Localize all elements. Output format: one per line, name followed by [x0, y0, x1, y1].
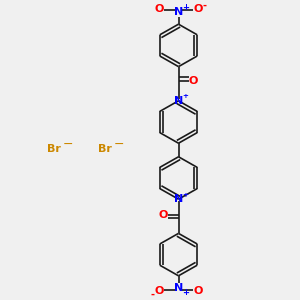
Text: -: - — [202, 1, 207, 10]
Text: +: + — [182, 287, 190, 296]
Text: N: N — [174, 96, 183, 106]
Text: +: + — [182, 4, 190, 13]
Text: O: O — [159, 210, 168, 220]
Text: Br: Br — [47, 143, 61, 154]
Text: −: − — [113, 138, 124, 151]
Text: O: O — [193, 286, 203, 296]
Text: O: O — [189, 76, 198, 86]
Text: -: - — [150, 290, 155, 299]
Text: +: + — [182, 192, 188, 198]
Text: N: N — [174, 283, 183, 292]
Text: N: N — [174, 8, 183, 17]
Text: −: − — [62, 138, 73, 151]
Text: O: O — [154, 4, 164, 14]
Text: N: N — [174, 194, 183, 204]
Text: Br: Br — [98, 143, 112, 154]
Text: O: O — [154, 286, 164, 296]
Text: +: + — [182, 93, 188, 99]
Text: O: O — [193, 4, 203, 14]
